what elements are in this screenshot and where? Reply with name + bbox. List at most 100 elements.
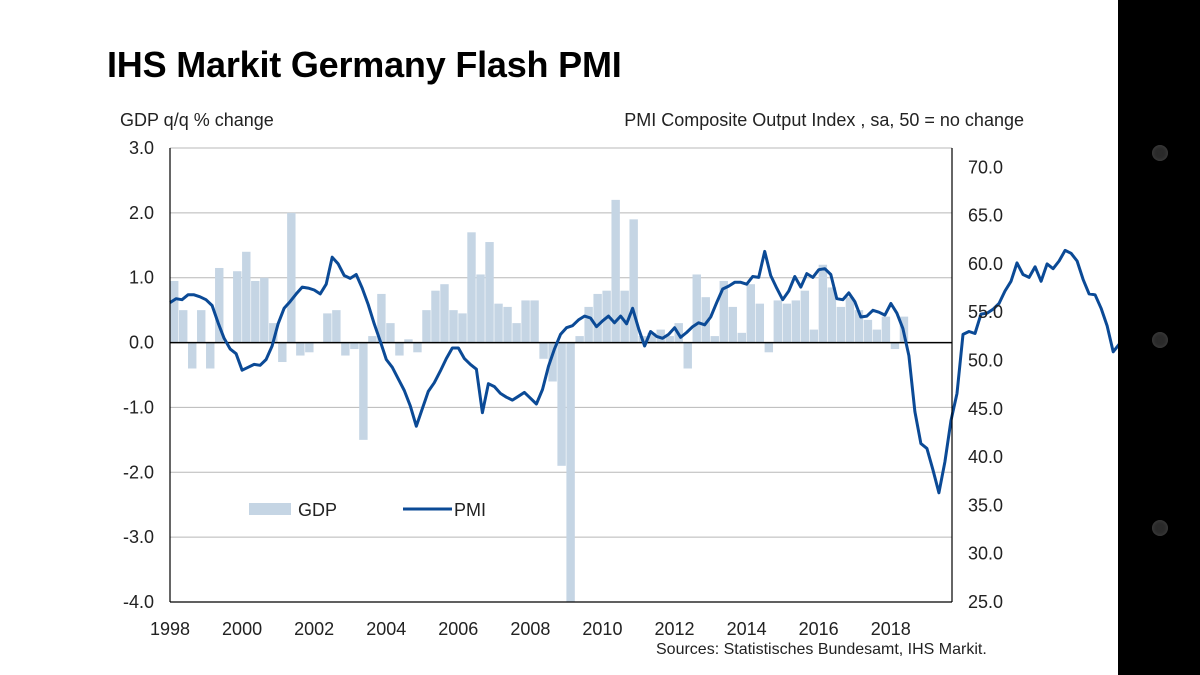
right-tick-label: 30.0 bbox=[968, 544, 1003, 564]
gdp-bar bbox=[863, 319, 873, 343]
gdp-bar bbox=[332, 310, 341, 343]
gdp-bar bbox=[467, 232, 476, 343]
left-tick-label: -2.0 bbox=[123, 462, 154, 482]
right-axis-label: PMI Composite Output Index , sa, 50 = no… bbox=[624, 110, 1024, 130]
gdp-bar bbox=[395, 342, 404, 356]
side-dot-button[interactable] bbox=[1152, 520, 1168, 536]
gdp-bar bbox=[296, 342, 305, 356]
side-dot-button[interactable] bbox=[1152, 145, 1168, 161]
gdp-bar bbox=[728, 306, 737, 343]
gdp-bar bbox=[269, 323, 278, 343]
gdp-bar bbox=[845, 297, 855, 343]
gdp-bar bbox=[530, 300, 539, 343]
right-tick-label: 45.0 bbox=[968, 399, 1003, 419]
x-tick-label: 2004 bbox=[366, 619, 406, 639]
gdp-bar bbox=[737, 332, 746, 343]
gdp-bar bbox=[557, 342, 566, 466]
gdp-bar bbox=[656, 329, 665, 343]
gdp-bar bbox=[197, 310, 206, 343]
source-note: Sources: Statistisches Bundesamt, IHS Ma… bbox=[656, 641, 987, 658]
gdp-bar bbox=[359, 342, 368, 440]
right-tick-label: 55.0 bbox=[968, 302, 1003, 322]
gdp-bar bbox=[836, 306, 846, 343]
gdp-bar bbox=[719, 280, 728, 343]
legend-gdp-swatch bbox=[249, 503, 291, 515]
gdp-bar bbox=[278, 342, 287, 363]
gdp-bar bbox=[377, 293, 386, 343]
gdp-bar bbox=[368, 336, 377, 343]
right-tick-label: 35.0 bbox=[968, 495, 1003, 515]
gdp-bar bbox=[539, 342, 548, 359]
right-tick-label: 60.0 bbox=[968, 254, 1003, 274]
gdp-bar bbox=[701, 297, 710, 343]
left-tick-label: -3.0 bbox=[123, 527, 154, 547]
right-tick-label: 50.0 bbox=[968, 351, 1003, 371]
x-tick-label: 2018 bbox=[871, 619, 911, 639]
page-title: IHS Markit Germany Flash PMI bbox=[107, 44, 622, 85]
gdp-bar bbox=[665, 336, 674, 343]
gdp-bar bbox=[827, 287, 837, 343]
ticks: 3.0 2.0 1.0 0.0 -1.0 -2.0 -3.0 -4.0 70.0 65.0 60.0… bbox=[123, 138, 1003, 639]
gdp-bar bbox=[440, 284, 449, 343]
gdp-bar bbox=[575, 336, 584, 343]
x-tick-label: 2016 bbox=[799, 619, 839, 639]
gdp-bar bbox=[494, 303, 503, 343]
right-tick-label: 70.0 bbox=[968, 157, 1003, 177]
gdp-bar bbox=[800, 290, 810, 343]
gdp-bar bbox=[809, 329, 819, 343]
chart: 3.0 2.0 1.0 0.0 -1.0 -2.0 -3.0 -4.0 70.0 65.0 60.0… bbox=[123, 138, 1118, 639]
gdp-bar bbox=[566, 342, 575, 602]
side-dot-button[interactable] bbox=[1152, 332, 1168, 348]
gdp-bar bbox=[215, 267, 224, 343]
gdp-bar bbox=[503, 306, 512, 343]
right-tick-label: 40.0 bbox=[968, 447, 1003, 467]
gdp-bar bbox=[422, 310, 431, 343]
x-tick-label: 2010 bbox=[582, 619, 622, 639]
gdp-bar bbox=[782, 303, 792, 343]
pmi-series-line bbox=[169, 248, 1118, 495]
gdp-bar bbox=[458, 313, 467, 343]
gdp-bar bbox=[251, 280, 260, 343]
left-axis-label: GDP q/q % change bbox=[120, 110, 274, 130]
gdp-bar bbox=[548, 342, 557, 382]
gdp-bar bbox=[341, 342, 350, 356]
legend-pmi-label: PMI bbox=[454, 500, 486, 520]
gdp-bar bbox=[710, 336, 719, 343]
gdp-bar bbox=[692, 274, 701, 343]
gdp-bar bbox=[188, 342, 197, 369]
x-tick-label: 2002 bbox=[294, 619, 334, 639]
gdp-bar bbox=[179, 310, 188, 343]
left-tick-label: -1.0 bbox=[123, 397, 154, 417]
gdp-bar bbox=[818, 264, 828, 343]
gdp-bar bbox=[746, 284, 755, 343]
gdp-bar bbox=[476, 274, 485, 343]
gdp-bar bbox=[872, 329, 882, 343]
gdp-bar bbox=[323, 313, 332, 343]
gdp-bar bbox=[260, 277, 269, 343]
gdp-bar bbox=[233, 271, 242, 343]
gdp-bar bbox=[773, 300, 783, 343]
x-tick-label: 1998 bbox=[150, 619, 190, 639]
gdp-bar bbox=[890, 342, 900, 350]
left-tick-label: 2.0 bbox=[129, 203, 154, 223]
left-tick-label: 1.0 bbox=[129, 268, 154, 288]
gdp-bar bbox=[854, 310, 864, 343]
gdp-bar bbox=[242, 251, 251, 343]
x-tick-label: 2008 bbox=[510, 619, 550, 639]
gdp-bar bbox=[611, 199, 620, 343]
gdp-bar bbox=[755, 303, 765, 343]
gdp-bars bbox=[170, 199, 909, 602]
x-tick-label: 2014 bbox=[727, 619, 767, 639]
gdp-bar bbox=[287, 212, 296, 343]
gdp-bar bbox=[431, 290, 440, 343]
legend: GDP PMI bbox=[249, 500, 486, 520]
gdp-bar bbox=[620, 290, 629, 343]
gdp-bar bbox=[350, 342, 359, 350]
left-tick-label: -4.0 bbox=[123, 592, 154, 612]
gdp-bar bbox=[584, 306, 593, 343]
gdp-bar bbox=[791, 300, 801, 343]
gdp-bar bbox=[413, 342, 422, 353]
gdp-bar bbox=[629, 219, 638, 343]
gdp-bar bbox=[593, 293, 602, 343]
right-tick-label: 25.0 bbox=[968, 592, 1003, 612]
